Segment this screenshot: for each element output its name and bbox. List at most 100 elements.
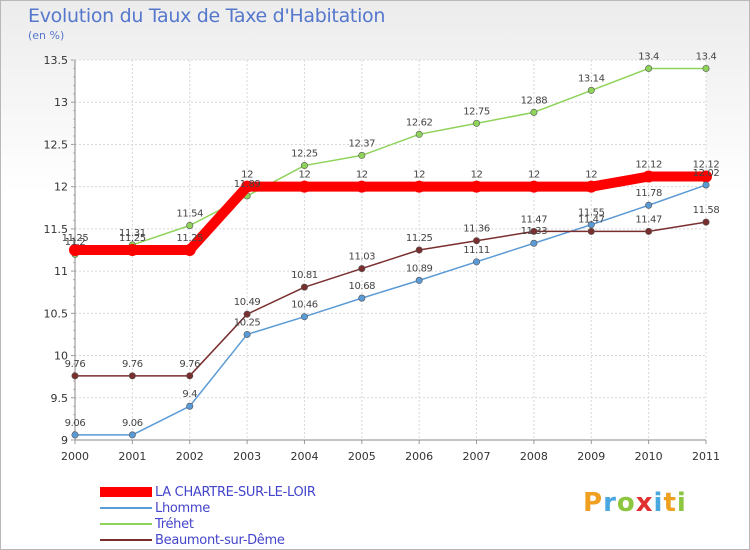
data-label-1: 9.06 (65, 418, 86, 429)
data-label-0: 12.12 (693, 160, 720, 171)
chart-title: Evolution du Taux de Taxe d'Habitation (28, 5, 386, 27)
data-label-3: 11.58 (693, 205, 720, 216)
logo-letter: o (616, 488, 636, 518)
x-tick-label: 2008 (520, 450, 548, 463)
series-point-0 (183, 244, 196, 256)
y-tick-label: 13.5 (44, 54, 69, 67)
data-label-2: 13.4 (696, 51, 717, 62)
data-label-0: 11.25 (119, 233, 146, 244)
series-point-3 (358, 265, 366, 273)
data-label-1: 12.02 (693, 168, 720, 179)
data-label-1: 11.11 (463, 245, 490, 256)
x-tick-label: 2009 (577, 450, 605, 463)
x-tick-label: 2005 (348, 450, 376, 463)
x-tick-label: 2007 (463, 450, 491, 463)
series-point-2 (530, 108, 538, 116)
data-label-0: 12 (298, 170, 310, 181)
series-point-2 (300, 162, 308, 170)
x-tick-label: 2003 (233, 450, 261, 463)
data-label-0: 12 (585, 170, 597, 181)
series-point-0 (470, 180, 483, 193)
series-point-3 (186, 372, 194, 380)
series-point-1 (71, 431, 79, 439)
data-label-3: 11.47 (635, 214, 662, 225)
data-label-0: 11.25 (176, 233, 203, 244)
series-point-0 (355, 180, 368, 193)
data-label-0: 12.12 (635, 160, 662, 171)
series-point-1 (243, 330, 251, 338)
series-point-2 (186, 222, 194, 230)
x-tick-label: 2001 (118, 450, 146, 463)
series-point-2 (473, 119, 481, 127)
series-point-1 (645, 201, 653, 209)
logo-letter: i (653, 488, 664, 518)
series-point-0 (527, 180, 540, 193)
series-point-0 (126, 244, 139, 256)
series-point-0 (642, 170, 655, 183)
legend-item: Beaumont-sur-Dême (100, 532, 316, 548)
series-point-1 (186, 402, 194, 410)
series-point-3 (415, 246, 423, 254)
y-tick-label: 12 (54, 181, 68, 194)
series-point-2 (358, 151, 366, 159)
series-point-0 (413, 180, 426, 193)
data-label-1: 11.33 (521, 226, 548, 237)
data-label-3: 9.76 (179, 359, 200, 370)
series-line-1 (74, 184, 707, 436)
legend-item: LA CHARTRE-SUR-LE-LOIR (100, 484, 316, 500)
x-tick-label: 2011 (692, 450, 720, 463)
legend: LA CHARTRE-SUR-LE-LOIR Lhomme Tréhet Beaumo… (100, 484, 316, 548)
legend-label: Tréhet (155, 516, 194, 532)
legend-label: Lhomme (155, 500, 210, 516)
data-label-2: 12.37 (348, 138, 375, 149)
y-tick-label: 12.5 (44, 138, 69, 151)
chart-subtitle: (en %) (28, 29, 65, 42)
series-point-1 (473, 258, 481, 266)
data-label-0: 12 (356, 170, 368, 181)
x-tick-label: 2004 (290, 450, 318, 463)
y-tick-label: 11 (54, 265, 68, 278)
series-point-0 (69, 244, 81, 256)
series-point-3 (645, 227, 653, 235)
series-point-0 (241, 180, 254, 193)
series-point-3 (702, 218, 710, 226)
logo-letter: x (635, 488, 654, 518)
data-label-1: 10.89 (406, 263, 433, 274)
series-point-3 (300, 283, 308, 291)
x-tick-label: 2010 (635, 450, 663, 463)
data-label-2: 11.2 (65, 237, 86, 248)
data-label-1: 11.55 (578, 208, 605, 219)
y-tick-label: 10 (54, 350, 68, 363)
data-label-1: 10.46 (291, 300, 318, 311)
logo-letter: P (583, 488, 604, 518)
y-tick-label: 9.5 (51, 392, 69, 405)
data-label-3: 11.47 (521, 214, 548, 225)
series-point-3 (243, 310, 251, 318)
series-line-2 (74, 67, 707, 255)
data-label-1: 10.68 (348, 281, 375, 292)
legend-swatch (100, 507, 152, 509)
series-point-1 (530, 239, 538, 247)
data-label-1: 9.06 (122, 418, 143, 429)
x-tick-label: 2002 (176, 450, 204, 463)
series-point-1 (300, 313, 308, 321)
data-label-2: 11.89 (234, 179, 261, 190)
logo-letter: t (663, 488, 677, 518)
series-point-1 (128, 431, 136, 439)
series-line-3 (74, 221, 707, 377)
y-tick-label: 9 (61, 434, 68, 447)
data-label-2: 11.31 (119, 228, 146, 239)
data-label-0: 12 (528, 170, 540, 181)
legend-swatch (100, 487, 152, 497)
data-label-2: 12.62 (406, 117, 433, 128)
series-point-0 (585, 180, 598, 193)
data-label-3: 9.76 (65, 359, 86, 370)
data-label-1: 10.25 (234, 317, 261, 328)
series-point-3 (530, 227, 538, 235)
series-point-1 (415, 276, 423, 284)
legend-label: Beaumont-sur-Dême (155, 532, 285, 548)
data-label-0: 12 (241, 170, 253, 181)
logo-letter: r (603, 488, 617, 518)
data-label-1: 11.78 (635, 188, 662, 199)
